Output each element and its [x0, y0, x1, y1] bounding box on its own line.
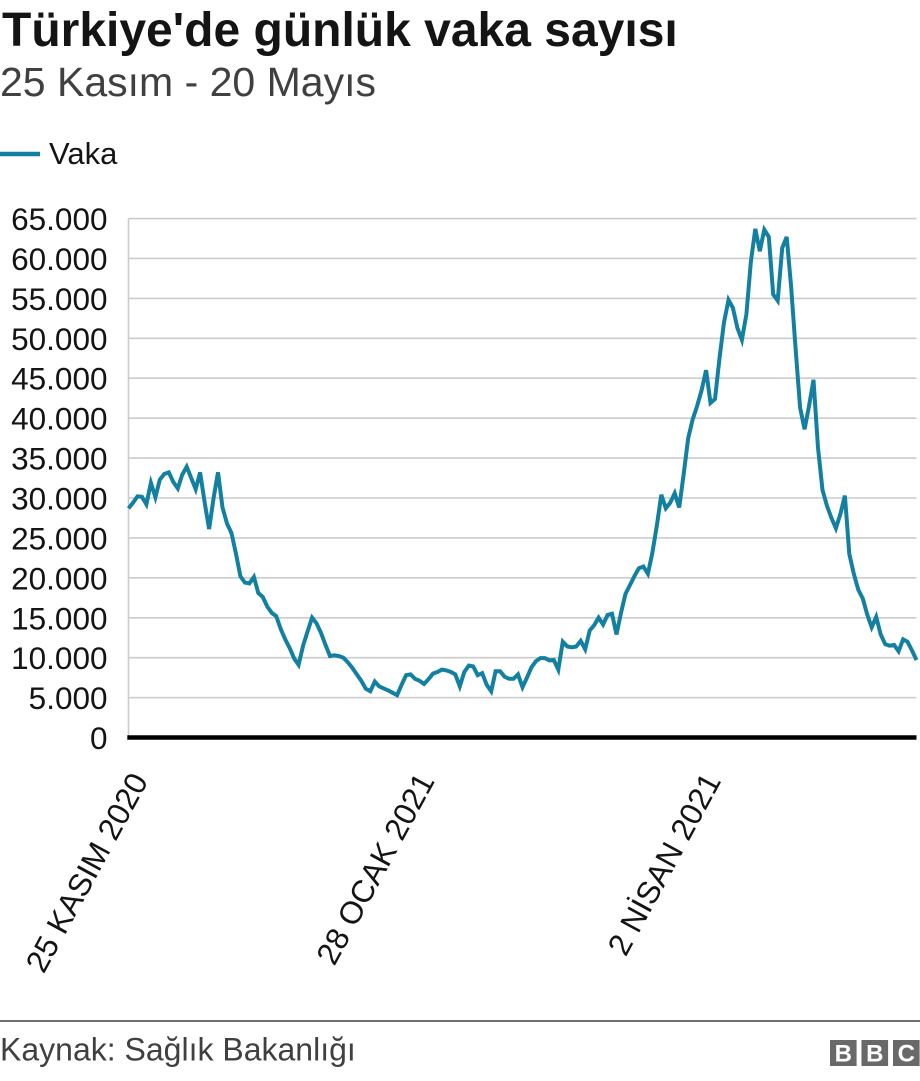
svg-text:Vaka: Vaka: [49, 136, 118, 171]
svg-text:C: C: [898, 1040, 915, 1067]
svg-text:25.000: 25.000: [11, 520, 107, 556]
svg-text:35.000: 35.000: [11, 441, 107, 477]
svg-text:45.000: 45.000: [11, 361, 107, 397]
svg-text:10.000: 10.000: [11, 640, 107, 676]
svg-text:50.000: 50.000: [11, 321, 107, 357]
svg-text:65.000: 65.000: [11, 201, 107, 237]
svg-text:15.000: 15.000: [11, 600, 107, 636]
svg-text:60.000: 60.000: [11, 241, 107, 277]
svg-text:Kaynak: Sağlık Bakanlığı: Kaynak: Sağlık Bakanlığı: [0, 1031, 356, 1067]
svg-text:Türkiye'de günlük vaka sayısı: Türkiye'de günlük vaka sayısı: [2, 4, 678, 57]
svg-text:25 Kasım - 20 Mayıs: 25 Kasım - 20 Mayıs: [0, 59, 376, 105]
svg-text:5.000: 5.000: [29, 680, 108, 716]
svg-text:40.000: 40.000: [11, 401, 107, 437]
svg-text:0: 0: [90, 720, 108, 756]
svg-text:20.000: 20.000: [11, 560, 107, 596]
svg-text:55.000: 55.000: [11, 281, 107, 317]
svg-text:B: B: [866, 1040, 883, 1067]
svg-text:30.000: 30.000: [11, 481, 107, 517]
svg-text:B: B: [835, 1040, 852, 1067]
